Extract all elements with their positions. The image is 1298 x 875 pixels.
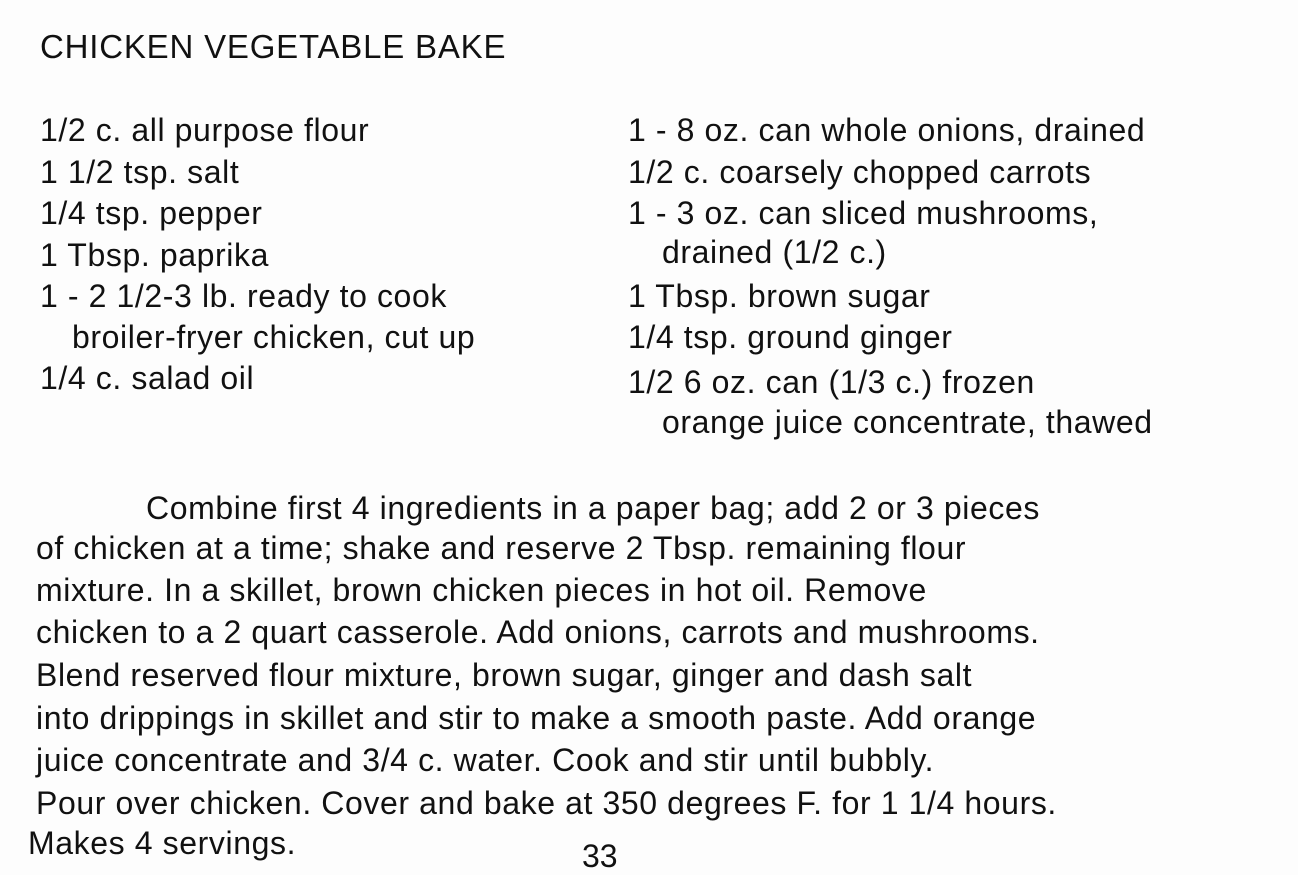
directions-line: Blend reserved flour mixture, brown suga… [36, 657, 973, 693]
ingredient-line: 1/4 tsp. pepper [40, 195, 263, 231]
directions-line: of chicken at a time; shake and reserve … [36, 530, 967, 566]
ingredient-line: 1/2 c. all purpose flour [40, 112, 370, 148]
ingredient-line: drained (1/2 c.) [662, 234, 887, 270]
recipe-title: CHICKEN VEGETABLE BAKE [40, 28, 507, 65]
ingredient-line: orange juice concentrate, thawed [662, 404, 1153, 440]
ingredient-line: 1/2 c. coarsely chopped carrots [628, 154, 1092, 190]
ingredient-line: 1 - 3 oz. can sliced mushrooms, [628, 195, 1099, 231]
directions-line: Pour over chicken. Cover and bake at 350… [36, 785, 1057, 821]
ingredient-line: 1 - 2 1/2-3 lb. ready to cook [40, 278, 447, 314]
directions-line: into drippings in skillet and stir to ma… [36, 700, 1037, 736]
ingredient-line: 1 1/2 tsp. salt [40, 154, 240, 190]
ingredient-line: 1 Tbsp. brown sugar [628, 278, 931, 314]
directions-line: juice concentrate and 3/4 c. water. Cook… [36, 742, 935, 778]
page-number: 33 [582, 838, 618, 874]
directions-line: Makes 4 servings. [28, 825, 297, 861]
ingredient-line: 1/4 c. salad oil [40, 360, 255, 396]
directions-line: mixture. In a skillet, brown chicken pie… [36, 572, 927, 608]
ingredient-line: 1 - 8 oz. can whole onions, drained [628, 112, 1146, 148]
ingredient-line: 1/2 6 oz. can (1/3 c.) frozen [628, 364, 1035, 400]
directions-line: Combine first 4 ingredients in a paper b… [146, 490, 1041, 526]
ingredient-line: broiler-fryer chicken, cut up [72, 319, 476, 355]
ingredient-line: 1 Tbsp. paprika [40, 237, 269, 273]
ingredient-line: 1/4 tsp. ground ginger [628, 319, 953, 355]
directions-line: chicken to a 2 quart casserole. Add onio… [36, 614, 1040, 650]
